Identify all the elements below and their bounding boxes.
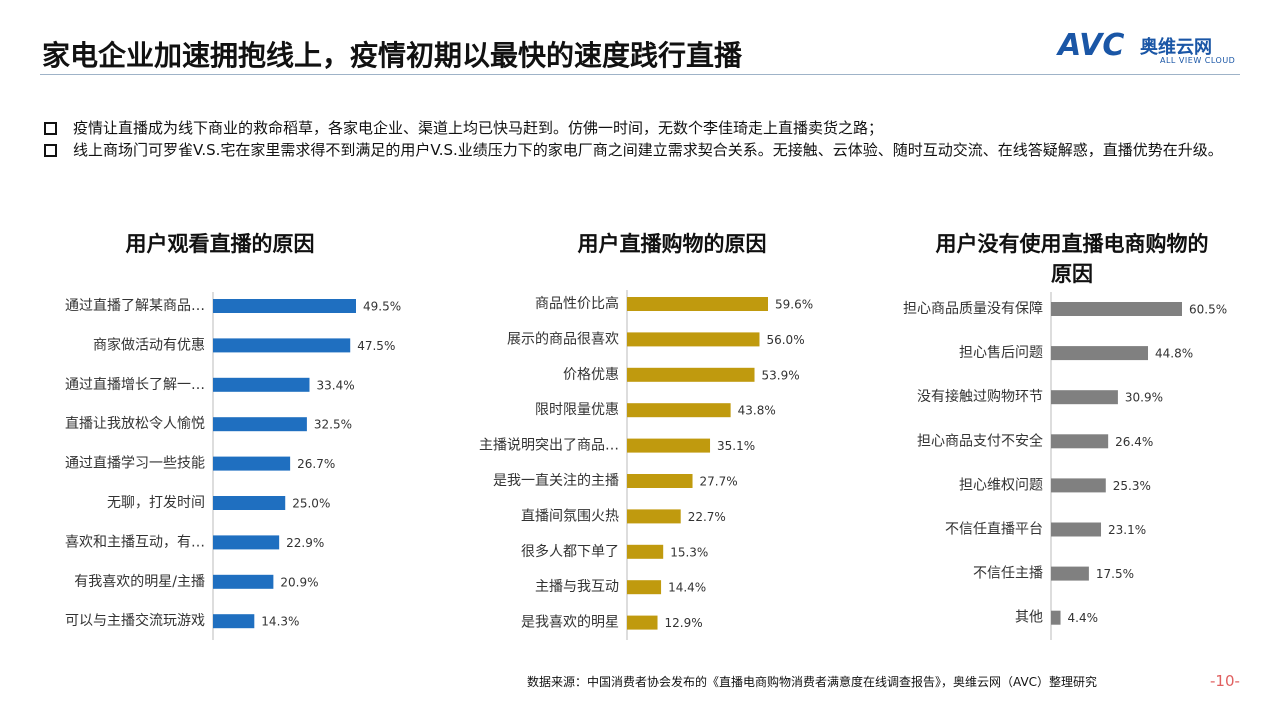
bar (213, 496, 286, 510)
bar (213, 299, 356, 313)
slide-title: 家电企业加速拥抱线上，疫情初期以最快的速度践行直播 (42, 39, 743, 72)
source-note: 数据来源：中国消费者协会发布的《直播电商购物消费者满意度在线调查报告》，奥维云网… (527, 675, 1098, 689)
value-label: 44.8% (1155, 347, 1193, 361)
bar (627, 332, 760, 347)
bullet-icon (44, 144, 57, 157)
value-label: 35.1% (717, 439, 755, 453)
bar (1051, 390, 1118, 405)
bar (627, 474, 693, 488)
value-label: 12.9% (665, 616, 703, 630)
bar (627, 297, 768, 311)
value-label: 49.5% (363, 300, 401, 314)
value-label: 33.4% (316, 378, 354, 392)
chart-title: 用户观看直播的原因 (125, 232, 315, 256)
category-label: 限时限量优惠 (535, 402, 619, 418)
value-label: 26.7% (297, 457, 335, 471)
bar (213, 377, 310, 392)
bar (213, 614, 255, 629)
value-label: 17.5% (1096, 567, 1134, 581)
category-label: 通过直播学习一些技能 (65, 455, 205, 472)
bar (213, 417, 307, 432)
category-label: 很多人都下单了 (521, 543, 619, 560)
value-label: 27.7% (700, 475, 738, 489)
page-number: -10- (1210, 672, 1240, 690)
value-label: 30.9% (1125, 391, 1163, 405)
value-label: 14.3% (261, 615, 299, 629)
value-label: 47.5% (357, 339, 395, 353)
bar (627, 544, 664, 559)
bar (213, 535, 280, 550)
category-label: 没有接触过购物环节 (917, 388, 1043, 405)
category-label: 是我一直关注的主播 (493, 472, 619, 489)
bar (213, 338, 351, 353)
chart-title: 用户没有使用直播电商购物的原因 (935, 232, 1209, 286)
bar (627, 580, 662, 595)
category-label: 其他 (1015, 610, 1043, 626)
value-label: 25.3% (1113, 479, 1151, 493)
category-label: 展示的商品很喜欢 (507, 331, 619, 347)
bar (1051, 478, 1106, 493)
category-label: 担心商品质量没有保障 (903, 301, 1043, 317)
value-label: 26.4% (1115, 435, 1153, 449)
bar (1051, 434, 1109, 449)
bar (213, 574, 274, 589)
value-label: 23.1% (1108, 523, 1146, 537)
value-label: 43.8% (738, 404, 776, 418)
bullet: 疫情让直播成为线下商业的救命稻草，各家电企业、渠道上均已快马赶到。仿佛一时间，无… (44, 117, 1244, 139)
value-label: 32.5% (314, 418, 352, 432)
category-label: 商家做活动有优惠 (93, 336, 205, 353)
category-label: 商品性价比高 (535, 295, 619, 312)
value-label: 60.5% (1189, 303, 1227, 317)
category-label: 不信任主播 (973, 566, 1043, 582)
value-label: 14.4% (668, 581, 706, 595)
bar (1051, 610, 1061, 625)
logo-en: ALL VIEW CLOUD (1160, 56, 1236, 65)
category-label: 价格优惠 (563, 367, 619, 383)
value-label: 59.6% (775, 298, 813, 312)
bar (627, 403, 731, 418)
bullet-text: 线上商场门可罗雀V.S.宅在家里需求得不到满足的用户V.S.业绩压力下的家电厂商… (73, 141, 1223, 159)
bar (627, 367, 755, 382)
category-label: 担心售后问题 (959, 345, 1043, 361)
bar (1051, 566, 1089, 581)
bullet-icon (44, 122, 57, 135)
value-label: 22.9% (286, 536, 324, 550)
bullet: 线上商场门可罗雀V.S.宅在家里需求得不到满足的用户V.S.业绩压力下的家电厂商… (44, 139, 1244, 161)
bullet-text: 疫情让直播成为线下商业的救命稻草，各家电企业、渠道上均已快马赶到。仿佛一时间，无… (73, 119, 884, 137)
logo-cn: 奥维云网 (1140, 37, 1212, 58)
bar (1051, 302, 1182, 316)
category-label: 担心商品支付不安全 (917, 432, 1043, 449)
logo: AVC (1058, 28, 1125, 63)
category-label: 不信任直播平台 (945, 521, 1043, 538)
bar (627, 438, 711, 453)
bar (1051, 522, 1102, 537)
value-label: 22.7% (688, 510, 726, 524)
category-label: 直播让我放松令人愉悦 (65, 415, 205, 432)
value-label: 56.0% (766, 333, 804, 347)
category-label: 有我喜欢的明星/主播 (74, 574, 205, 590)
value-label: 53.9% (762, 368, 800, 382)
value-label: 20.9% (280, 575, 318, 589)
category-label: 担心维权问题 (959, 477, 1043, 493)
value-label: 25.0% (292, 497, 330, 511)
category-label: 可以与主播交流玩游戏 (65, 612, 205, 629)
category-label: 无聊，打发时间 (107, 494, 205, 511)
chart-title: 用户直播购物的原因 (577, 232, 767, 256)
category-label: 主播说明突出了商品… (479, 438, 619, 454)
bar (627, 509, 681, 524)
bar (1051, 346, 1149, 361)
bar (627, 615, 658, 630)
category-label: 通过直播了解某商品… (65, 297, 205, 314)
header-rule (40, 74, 1240, 75)
category-label: 直播间氛围火热 (521, 507, 619, 524)
value-label: 15.3% (670, 545, 708, 559)
category-label: 是我喜欢的明星 (521, 615, 619, 631)
value-label: 4.4% (1068, 611, 1099, 625)
category-label: 通过直播增长了解一… (65, 376, 205, 393)
category-label: 主播与我互动 (535, 579, 619, 595)
bar (213, 456, 291, 471)
category-label: 喜欢和主播互动，有… (65, 534, 205, 550)
